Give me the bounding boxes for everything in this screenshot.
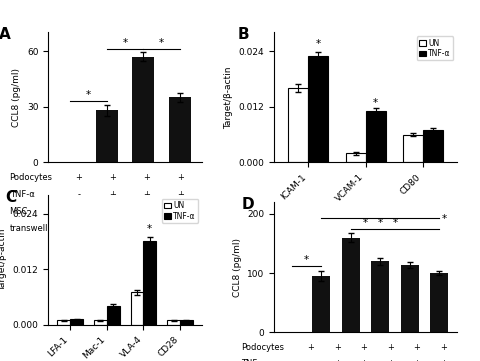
Text: +: + [412, 343, 420, 352]
Text: D: D [241, 197, 253, 212]
Legend: UN, TNF-α: UN, TNF-α [162, 199, 198, 223]
Bar [96, 110, 118, 162]
Bar [288, 88, 308, 162]
Bar [402, 135, 422, 162]
Text: A: A [0, 27, 11, 42]
Text: +: + [439, 343, 446, 352]
Bar [130, 292, 143, 325]
Text: -: - [77, 190, 80, 199]
Bar [70, 319, 83, 325]
Text: TNF-α: TNF-α [10, 190, 34, 199]
Text: -: - [111, 206, 114, 216]
Bar [180, 320, 192, 325]
Text: *: * [159, 38, 164, 48]
Y-axis label: Target/β-actin: Target/β-actin [224, 66, 232, 129]
Y-axis label: CCL8 (pg/ml): CCL8 (pg/ml) [12, 68, 21, 127]
Text: +: + [333, 360, 340, 361]
Text: *: * [315, 39, 320, 49]
Bar [422, 130, 442, 162]
Bar [371, 261, 388, 332]
Text: *: * [85, 90, 91, 100]
Text: *: * [362, 218, 367, 228]
Text: +: + [109, 173, 116, 182]
Text: *: * [441, 214, 446, 224]
Text: -: - [309, 360, 312, 361]
Bar [143, 242, 156, 325]
Text: TNF-α: TNF-α [241, 360, 265, 361]
Text: +: + [143, 206, 150, 216]
Text: -: - [77, 206, 80, 216]
Text: +: + [177, 223, 183, 232]
Bar [365, 112, 385, 162]
Text: +: + [360, 343, 366, 352]
Bar [308, 56, 328, 162]
Bar [132, 57, 154, 162]
Text: +: + [360, 360, 366, 361]
Text: MSC: MSC [10, 206, 28, 216]
Text: +: + [439, 360, 446, 361]
Bar [57, 320, 70, 325]
Bar [167, 320, 180, 325]
Bar [107, 306, 120, 325]
Text: -: - [111, 223, 114, 232]
Text: *: * [392, 218, 397, 228]
Text: +: + [109, 190, 116, 199]
Text: -: - [145, 223, 148, 232]
Text: +: + [177, 173, 183, 182]
Bar [430, 273, 447, 332]
Text: *: * [303, 255, 309, 265]
Text: +: + [307, 343, 313, 352]
Text: +: + [386, 343, 393, 352]
Text: +: + [177, 190, 183, 199]
Bar [341, 238, 359, 332]
Text: +: + [412, 360, 420, 361]
Text: transwell: transwell [10, 223, 48, 232]
Text: *: * [377, 218, 382, 228]
Text: Podocytes: Podocytes [241, 343, 284, 352]
Text: -: - [77, 223, 80, 232]
Y-axis label: Target/β-actin: Target/β-actin [0, 229, 7, 291]
Text: +: + [386, 360, 393, 361]
Text: *: * [122, 38, 127, 48]
Y-axis label: CCL8 (pg/ml): CCL8 (pg/ml) [232, 238, 241, 297]
Text: +: + [75, 173, 82, 182]
Text: C: C [5, 190, 16, 205]
Text: B: B [237, 27, 249, 42]
Legend: UN, TNF-α: UN, TNF-α [416, 36, 452, 60]
Text: +: + [143, 190, 150, 199]
Bar [345, 153, 365, 162]
Text: +: + [177, 206, 183, 216]
Bar [168, 97, 191, 162]
Bar [312, 276, 329, 332]
Text: +: + [143, 173, 150, 182]
Text: *: * [372, 98, 377, 108]
Text: +: + [333, 343, 340, 352]
Bar [94, 320, 107, 325]
Text: *: * [147, 225, 152, 234]
Text: Podocytes: Podocytes [10, 173, 52, 182]
Bar [400, 265, 418, 332]
